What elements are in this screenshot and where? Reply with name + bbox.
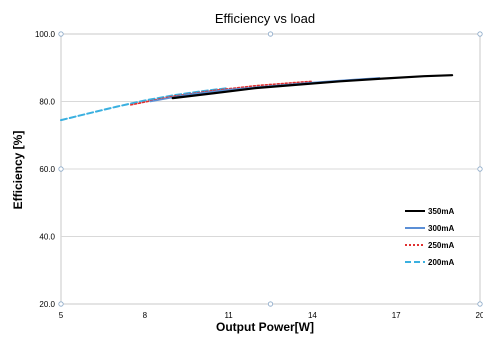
legend-label-300ma: 300mA (428, 224, 454, 233)
y-tick-label: 20.0 (39, 300, 55, 309)
x-tick-label: 14 (308, 311, 317, 320)
legend-label-250ma: 250mA (428, 241, 454, 250)
legend-label-350ma: 350mA (428, 207, 454, 216)
x-tick-label: 8 (143, 311, 148, 320)
resize-handle (58, 31, 64, 37)
series-line-350ma (171, 74, 454, 100)
series-line-200ma (60, 87, 230, 122)
legend-label-200ma: 200mA (428, 258, 454, 267)
y-axis-ticks: 20.0 40.0 60.0 80.0 100.0 (35, 30, 56, 309)
resize-handle (267, 31, 274, 37)
legend: 350mA 300mA 250mA 200mA (405, 207, 454, 267)
resize-handle (477, 31, 483, 37)
x-tick-label: 5 (59, 311, 64, 320)
x-tick-label: 20 (476, 311, 483, 320)
x-tick-label: 17 (392, 311, 401, 320)
resize-handle (267, 301, 274, 307)
y-axis-label: Efficiency [%] (11, 131, 25, 210)
chart-title: Efficiency vs load (215, 11, 315, 26)
series-lines (60, 74, 454, 122)
x-axis-ticks: 5 8 11 14 17 20 (59, 311, 483, 320)
x-axis-label: Output Power[W] (216, 320, 314, 334)
resize-handle (58, 301, 64, 307)
x-tick-label: 11 (224, 311, 233, 320)
y-tick-label: 40.0 (39, 233, 55, 242)
y-tick-label: 80.0 (39, 98, 55, 107)
y-tick-label: 60.0 (39, 165, 55, 174)
gridlines (61, 101, 480, 237)
resize-handle (58, 166, 64, 172)
resize-handle (477, 301, 483, 307)
series-line-250ma (130, 80, 314, 106)
selection-handles (58, 31, 483, 307)
y-tick-label: 100.0 (35, 30, 56, 39)
resize-handle (477, 166, 483, 172)
